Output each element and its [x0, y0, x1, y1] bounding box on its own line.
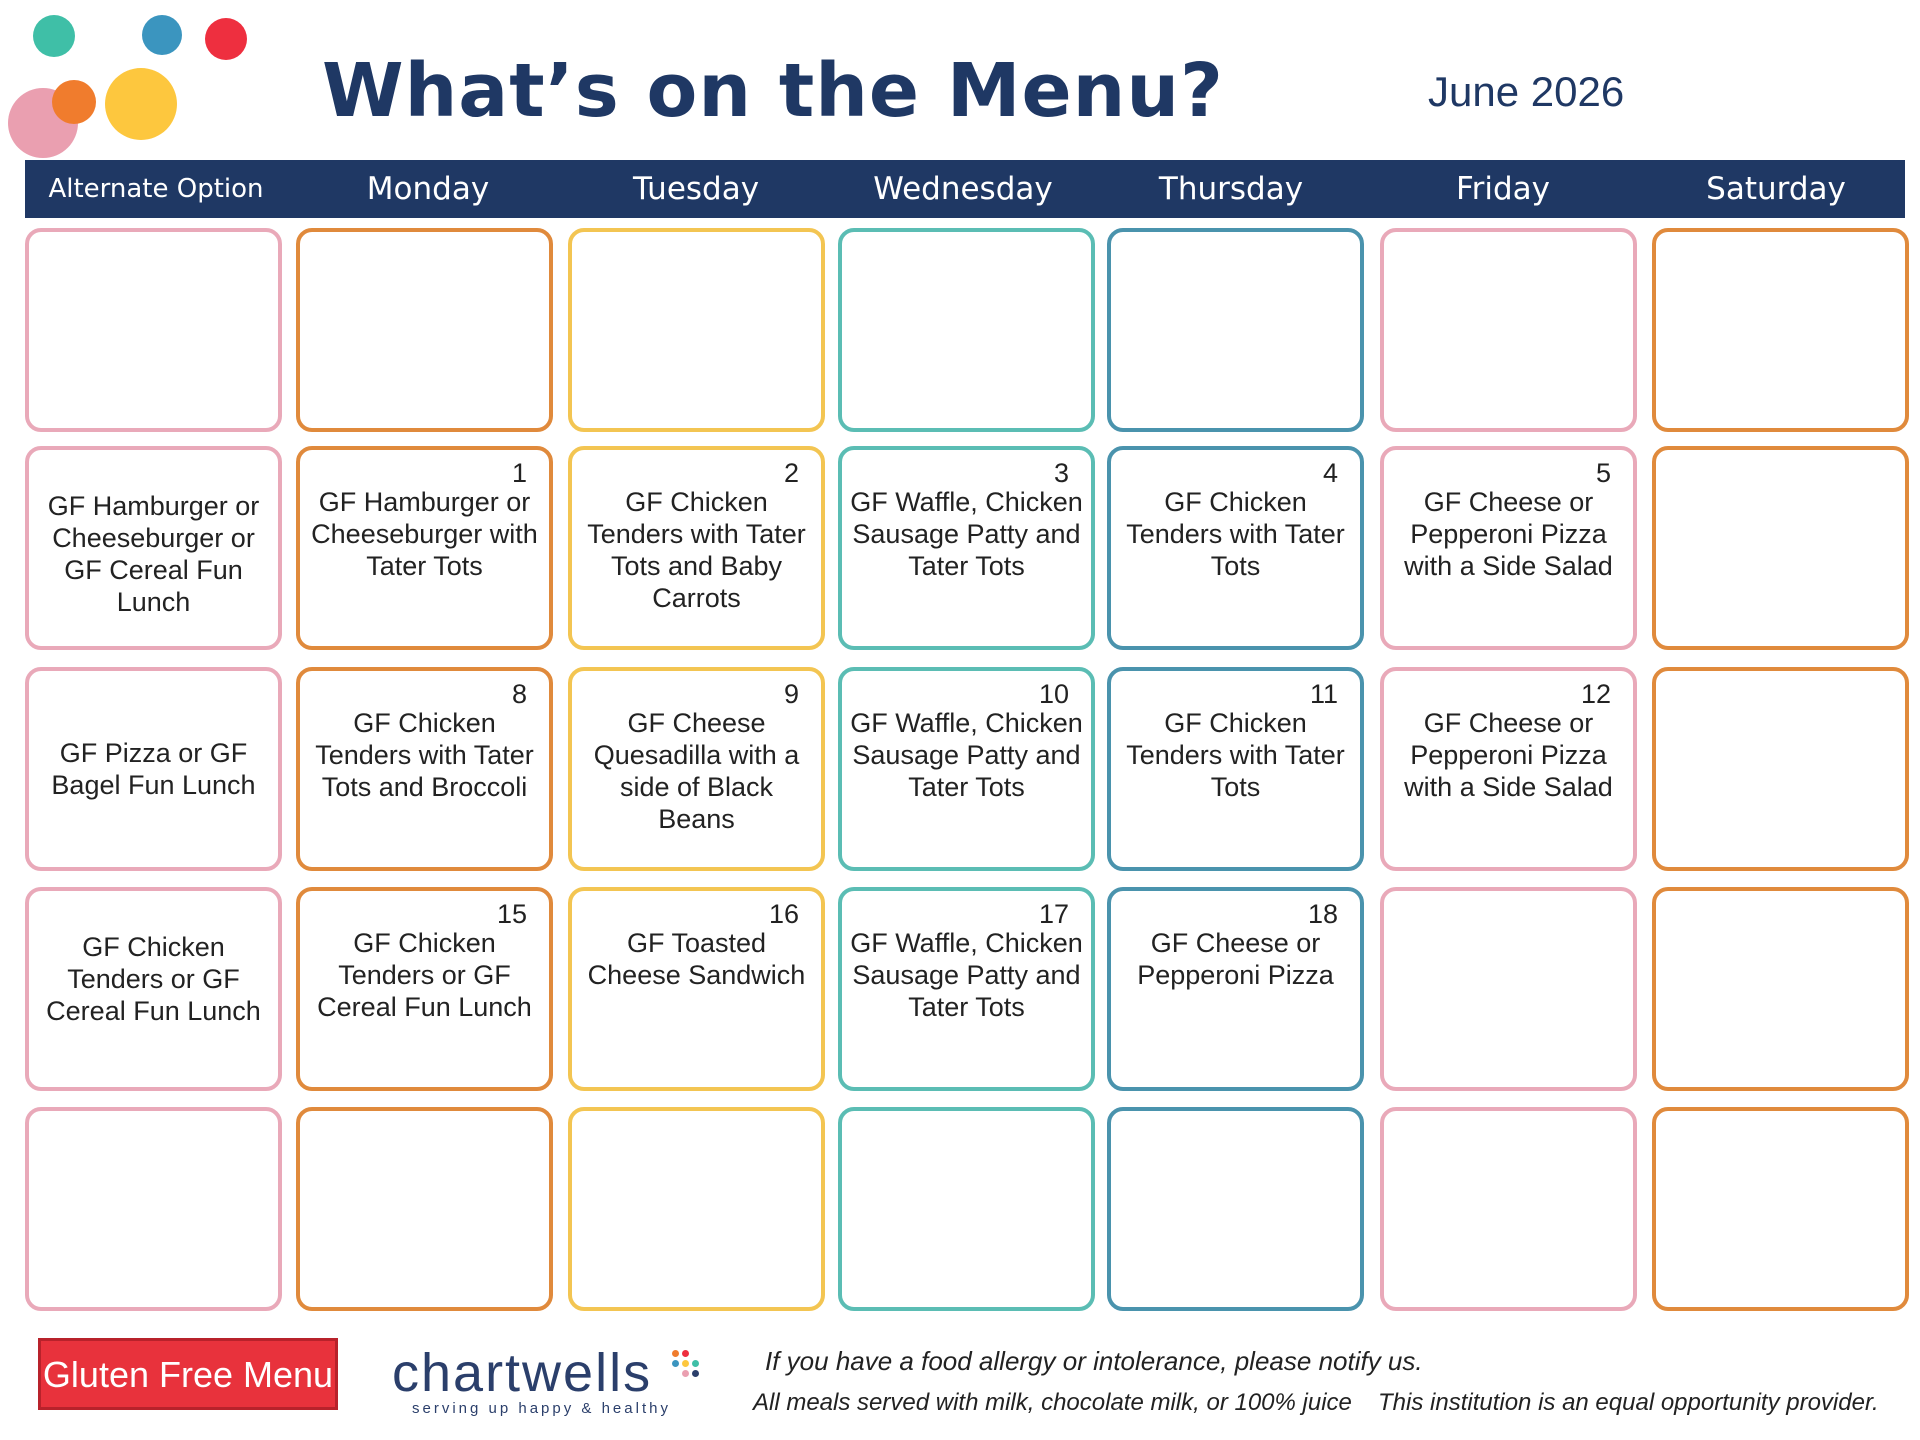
- menu-cell-thursday-row2: 4 GF Chicken Tenders with Tater Tots: [1107, 446, 1364, 650]
- decor-dot-red: [205, 18, 247, 60]
- day-number: 4: [1322, 458, 1338, 488]
- menu-cell-thursday-row3: 11 GF Chicken Tenders with Tater Tots: [1107, 667, 1364, 871]
- day-number: 2: [783, 458, 799, 488]
- decor-dot-teal: [33, 15, 75, 57]
- menu-cell-friday-row2: 5 GF Cheese or Pepperoni Pizza with a Sid…: [1380, 446, 1637, 650]
- menu-cell-friday-row1: [1380, 228, 1637, 432]
- decor-dot-orange: [52, 80, 96, 124]
- day-number: 16: [768, 899, 799, 929]
- menu-cell-tuesday-row5: [568, 1107, 825, 1311]
- page-title: What’s on the Menu?: [322, 48, 1224, 134]
- day-number: 11: [1309, 679, 1338, 709]
- menu-cell-saturday-row4: [1652, 887, 1909, 1091]
- day-number: 15: [496, 899, 527, 929]
- logo-wordmark: chartwells: [392, 1343, 653, 1403]
- menu-cell-tuesday-row3: 9 GF Cheese Quesadilla with a side of Bla…: [568, 667, 825, 871]
- day-number: 18: [1307, 899, 1338, 929]
- meal-text: GF Chicken Tenders with Tater Tots: [1126, 708, 1345, 802]
- col-header-alternate: Alternate Option: [48, 174, 264, 204]
- meal-text: GF Chicken Tenders or GF Cereal Fun Lunc…: [317, 928, 532, 1022]
- meal-text: GF Cheese or Pepperoni Pizza with a Side…: [1404, 487, 1613, 581]
- logo-tagline: serving up happy & healthy: [412, 1400, 671, 1417]
- menu-cell-tuesday-row4: 16 GF Toasted Cheese Sandwich: [568, 887, 825, 1091]
- meal-text: GF Waffle, Chicken Sausage Patty and Tat…: [850, 928, 1083, 1022]
- meal-text: GF Chicken Tenders with Tater Tots and B…: [587, 487, 806, 613]
- meals-note: All meals served with milk, chocolate mi…: [753, 1389, 1352, 1416]
- col-header-tuesday: Tuesday: [632, 171, 760, 207]
- decor-dot-blue: [142, 15, 182, 55]
- day-number: 9: [783, 679, 799, 709]
- menu-cell-alternate-row5: [25, 1107, 282, 1311]
- col-header-friday: Friday: [1456, 171, 1550, 207]
- menu-cell-saturday-row3: [1652, 667, 1909, 871]
- gluten-free-badge-label: Gluten Free Menu: [42, 1353, 334, 1395]
- menu-cell-friday-row5: [1380, 1107, 1637, 1311]
- meal-text: GF Chicken Tenders or GF Cereal Fun Lunc…: [46, 932, 261, 1026]
- meal-text: GF Hamburger or Cheeseburger or GF Cerea…: [47, 491, 260, 617]
- menu-cell-saturday-row2: [1652, 446, 1909, 650]
- day-number: 5: [1595, 458, 1611, 488]
- menu-cell-friday-row4: [1380, 887, 1637, 1091]
- menu-cell-wednesday-row2: 3 GF Waffle, Chicken Sausage Patty and Ta…: [838, 446, 1095, 650]
- weekday-header-bar: Alternate Option Monday Tuesday Wednesda…: [25, 160, 1905, 218]
- meal-text: GF Chicken Tenders with Tater Tots and B…: [315, 708, 534, 802]
- meal-text: GF Toasted Cheese Sandwich: [587, 928, 806, 990]
- menu-cell-tuesday-row2: 2 GF Chicken Tenders with Tater Tots and …: [568, 446, 825, 650]
- menu-cell-alternate-row4: GF Chicken Tenders or GF Cereal Fun Lunc…: [25, 887, 282, 1091]
- day-number: 12: [1580, 679, 1611, 709]
- col-header-monday: Monday: [366, 171, 490, 207]
- menu-cell-wednesday-row1: [838, 228, 1095, 432]
- meal-text: GF Pizza or GF Bagel Fun Lunch: [51, 738, 256, 800]
- menu-cell-alternate-row1: [25, 228, 282, 432]
- day-number: 10: [1038, 679, 1069, 709]
- meal-text: GF Cheese Quesadilla with a side of Blac…: [593, 708, 800, 834]
- menu-cell-thursday-row4: 18 GF Cheese or Pepperoni Pizza: [1107, 887, 1364, 1091]
- meal-text: GF Chicken Tenders with Tater Tots: [1126, 487, 1345, 581]
- menu-cell-saturday-row1: [1652, 228, 1909, 432]
- menu-cell-monday-row1: [296, 228, 553, 432]
- menu-cell-wednesday-row3: 10 GF Waffle, Chicken Sausage Patty and T…: [838, 667, 1095, 871]
- day-number: 1: [511, 458, 527, 488]
- col-header-wednesday: Wednesday: [873, 171, 1053, 207]
- menu-cell-monday-row2: 1 GF Hamburger or Cheeseburger with Tater…: [296, 446, 553, 650]
- meal-text: GF Cheese or Pepperoni Pizza with a Side…: [1404, 708, 1613, 802]
- menu-cell-wednesday-row5: [838, 1107, 1095, 1311]
- meal-text: GF Waffle, Chicken Sausage Patty and Tat…: [850, 708, 1083, 802]
- day-number: 8: [511, 679, 527, 709]
- menu-cell-saturday-row5: [1652, 1107, 1909, 1311]
- menu-cell-thursday-row5: [1107, 1107, 1364, 1311]
- menu-cell-monday-row4: 15 GF Chicken Tenders or GF Cereal Fun Lu…: [296, 887, 553, 1091]
- day-number: 17: [1038, 899, 1069, 929]
- col-header-thursday: Thursday: [1158, 171, 1304, 207]
- meal-text: GF Cheese or Pepperoni Pizza: [1137, 928, 1334, 990]
- logo-dots-icon: [672, 1350, 708, 1386]
- equal-opportunity-note: This institution is an equal opportunity…: [1378, 1389, 1879, 1416]
- meal-text: GF Waffle, Chicken Sausage Patty and Tat…: [850, 487, 1083, 581]
- chartwells-logo: chartwells serving up happy & healthy: [392, 1343, 699, 1417]
- meal-text: GF Hamburger or Cheeseburger with Tater …: [311, 487, 538, 581]
- menu-cell-alternate-row2: GF Hamburger or Cheeseburger or GF Cerea…: [25, 446, 282, 650]
- day-number: 3: [1053, 458, 1069, 488]
- menu-cell-thursday-row1: [1107, 228, 1364, 432]
- menu-cell-friday-row3: 12 GF Cheese or Pepperoni Pizza with a Si…: [1380, 667, 1637, 871]
- menu-cell-monday-row5: [296, 1107, 553, 1311]
- menu-cell-wednesday-row4: 17 GF Waffle, Chicken Sausage Patty and T…: [838, 887, 1095, 1091]
- menu-cell-alternate-row3: GF Pizza or GF Bagel Fun Lunch: [25, 667, 282, 871]
- gluten-free-badge: Gluten Free Menu: [38, 1338, 338, 1410]
- menu-cell-tuesday-row1: [568, 228, 825, 432]
- col-header-saturday: Saturday: [1706, 171, 1846, 207]
- month-label: June 2026: [1428, 68, 1625, 115]
- decor-dot-yellow: [105, 68, 177, 140]
- allergy-note: If you have a food allergy or intoleranc…: [765, 1346, 1423, 1376]
- menu-cell-monday-row3: 8 GF Chicken Tenders with Tater Tots and …: [296, 667, 553, 871]
